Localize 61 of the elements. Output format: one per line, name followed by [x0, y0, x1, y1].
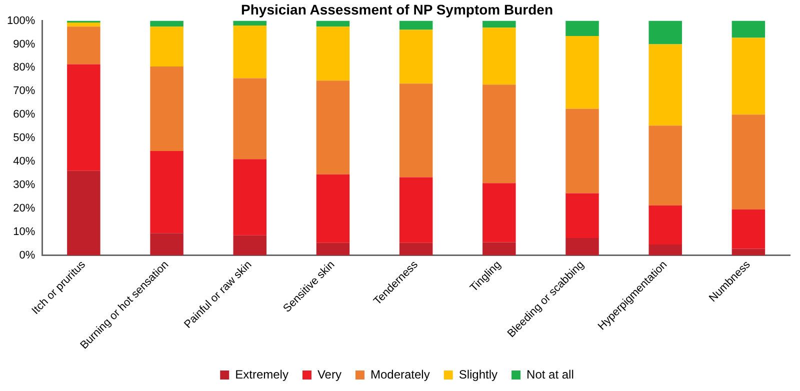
- bar: [399, 177, 433, 243]
- bar: [399, 20, 433, 30]
- bar: [67, 26, 100, 64]
- bar: [566, 36, 599, 109]
- y-tick-label: 90%: [13, 38, 36, 50]
- bar: [482, 183, 516, 242]
- bar: [399, 30, 433, 84]
- bar: [233, 25, 266, 78]
- chart-title: Physician Assessment of NP Symptom Burden: [241, 1, 553, 18]
- bar: [566, 20, 599, 36]
- bar: [316, 80, 350, 174]
- bar: [648, 244, 682, 256]
- bar: [316, 20, 350, 27]
- bar: [233, 159, 266, 236]
- bar: [648, 205, 682, 245]
- y-tick-label: 10%: [13, 226, 36, 238]
- bar: [399, 84, 433, 178]
- bar: [233, 20, 266, 26]
- y-tick-label: 20%: [13, 202, 36, 214]
- bar: [316, 26, 350, 81]
- legend-label: Slightly: [458, 367, 498, 382]
- bar: [150, 66, 184, 151]
- bar: [233, 235, 266, 256]
- bar: [316, 242, 350, 256]
- y-tick-label: 70%: [13, 85, 36, 98]
- bar: [482, 20, 516, 28]
- bar: [732, 209, 766, 249]
- legend-label: Not at all: [526, 367, 574, 382]
- y-tick-label: 50%: [13, 132, 36, 144]
- bar: [482, 28, 516, 85]
- bar: [732, 20, 766, 38]
- legend-label: Moderately: [370, 367, 430, 382]
- bar: [732, 114, 766, 210]
- bar: [233, 78, 266, 160]
- bar: [732, 38, 766, 115]
- bar: [648, 126, 682, 206]
- bar: [67, 22, 100, 27]
- bar: [648, 20, 682, 44]
- bar: [566, 238, 599, 256]
- bar: [566, 108, 599, 194]
- y-tick-label: 80%: [13, 62, 36, 74]
- bar: [566, 193, 599, 238]
- y-tick-label: 100%: [6, 14, 36, 27]
- bar: [316, 174, 350, 243]
- bar: [150, 26, 184, 67]
- legend-label: Extremely: [235, 367, 288, 382]
- bar: [732, 248, 766, 256]
- bar: [67, 64, 100, 171]
- y-tick-label: 30%: [13, 179, 36, 192]
- y-tick-label: 40%: [13, 156, 36, 168]
- bar: [67, 170, 100, 256]
- legend-label: Very: [317, 367, 342, 382]
- bar: [399, 242, 433, 256]
- y-tick-label: 0%: [19, 249, 36, 262]
- y-tick-label: 60%: [13, 108, 36, 121]
- bar: [648, 44, 682, 126]
- bar: [150, 233, 184, 256]
- bar: [150, 20, 184, 27]
- bar: [150, 150, 184, 234]
- bar: [482, 242, 516, 256]
- bar: [482, 84, 516, 184]
